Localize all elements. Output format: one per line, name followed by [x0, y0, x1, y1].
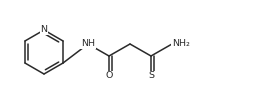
Text: NH: NH [81, 40, 95, 48]
Text: O: O [105, 72, 113, 80]
Text: NH₂: NH₂ [172, 40, 190, 48]
Text: N: N [40, 25, 48, 35]
Text: S: S [148, 72, 154, 80]
